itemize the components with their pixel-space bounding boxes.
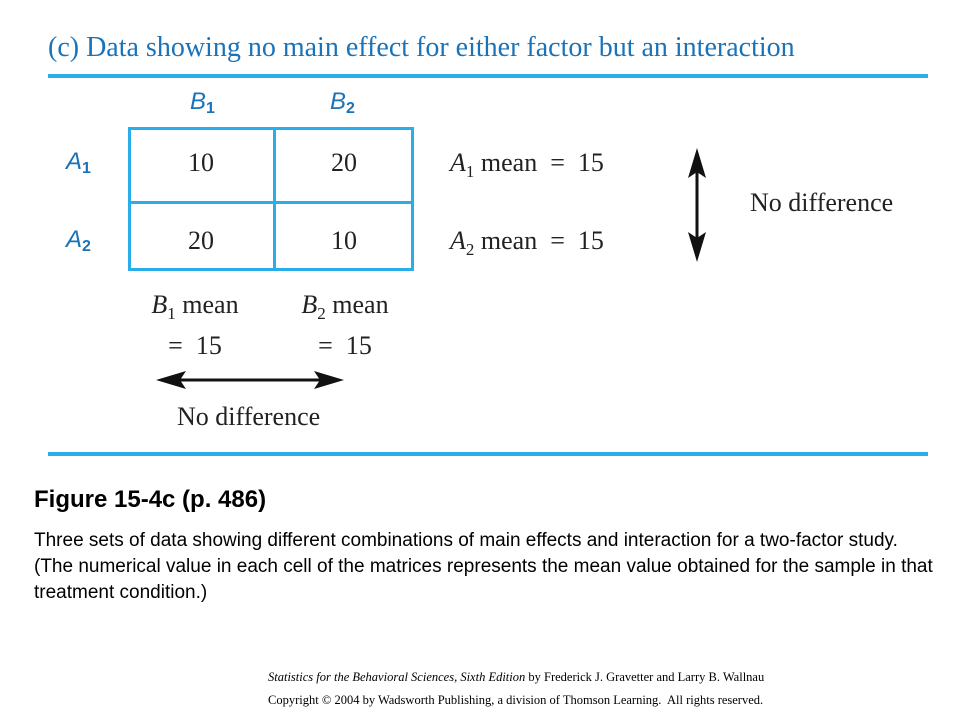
cell-a2-b1: 20 <box>188 226 214 255</box>
matrix-divider-vertical <box>273 127 276 271</box>
bottom-rule <box>48 452 928 456</box>
col-header-subscript: 2 <box>346 100 355 117</box>
row-note: No difference <box>750 188 894 217</box>
row-mean-letter: A <box>450 148 466 177</box>
figure-title: Figure 15-4c (p. 486) <box>34 486 267 513</box>
row-mean-a2: A2 mean = 15 <box>450 226 604 260</box>
cell-a1-b1: 10 <box>188 148 214 177</box>
data-matrix <box>128 127 414 271</box>
matrix-divider-horizontal <box>128 201 414 204</box>
book-title: Statistics for the Behavioral Sciences, … <box>268 670 526 684</box>
col-mean-text: mean <box>325 290 389 319</box>
vertical-double-arrow-icon <box>688 148 706 262</box>
row-header-a1: A1 <box>66 148 91 178</box>
col-mean-line: B2 mean <box>270 286 420 327</box>
col-mean-text: mean <box>175 290 239 319</box>
row-mean-text: mean = 15 <box>474 148 604 177</box>
row-mean-letter: A <box>450 226 466 255</box>
top-rule <box>48 74 928 78</box>
col-header-letter: B <box>190 88 207 115</box>
horizontal-double-arrow-icon <box>156 371 344 389</box>
col-mean-value: = 15 <box>318 330 372 360</box>
cell-a2-b2: 10 <box>331 226 357 255</box>
col-header-b1: B1 <box>190 88 215 118</box>
row-header-a2: A2 <box>66 226 91 256</box>
copyright-line: Copyright © 2004 by Wadsworth Publishing… <box>268 693 764 707</box>
row-header-subscript: 1 <box>82 160 91 177</box>
book-authors: by Frederick J. Gravetter and Larry B. W… <box>525 670 765 684</box>
credits: Statistics for the Behavioral Sciences, … <box>268 666 764 712</box>
row-mean-subscript: 2 <box>465 240 475 260</box>
col-header-letter: B <box>330 88 347 115</box>
col-mean-b1: B1 mean = 15 <box>120 286 270 365</box>
row-header-letter: A <box>66 148 83 175</box>
col-mean-b2: B2 mean = 15 <box>270 286 420 365</box>
col-mean-subscript: 1 <box>167 304 176 324</box>
row-mean-a1: A1 mean = 15 <box>450 148 604 182</box>
row-mean-text: mean = 15 <box>474 226 604 255</box>
col-mean-subscript: 2 <box>317 304 326 324</box>
row-mean-subscript: 1 <box>465 162 475 182</box>
figure-caption: Three sets of data showing different com… <box>34 530 933 603</box>
panel-title: (c) Data showing no main effect for eith… <box>48 32 795 63</box>
col-note: No difference <box>177 402 321 431</box>
col-header-b2: B2 <box>330 88 355 118</box>
col-mean-value: = 15 <box>168 330 222 360</box>
col-mean-letter: B <box>151 290 168 319</box>
col-header-subscript: 1 <box>206 100 215 117</box>
row-header-subscript: 2 <box>82 238 91 255</box>
credits-line: Statistics for the Behavioral Sciences, … <box>268 666 764 689</box>
row-header-letter: A <box>66 226 83 253</box>
col-mean-letter: B <box>301 290 318 319</box>
cell-a1-b2: 20 <box>331 148 357 177</box>
col-mean-line: B1 mean <box>120 286 270 327</box>
